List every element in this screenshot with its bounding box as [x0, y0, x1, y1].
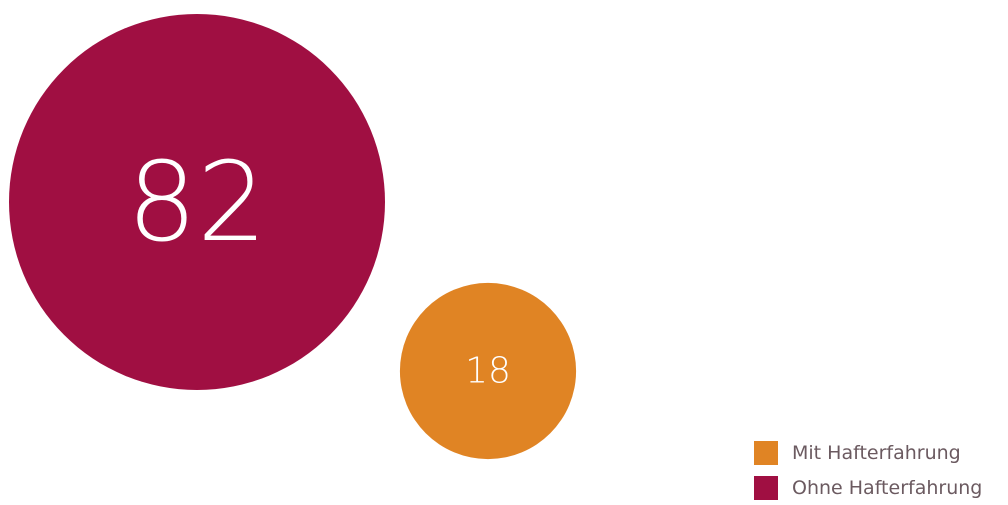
- bubble-value-label: 82: [127, 138, 267, 266]
- bubbles-group: 82 18: [9, 14, 577, 460]
- legend-item: Ohne Hafterfahrung: [754, 476, 982, 500]
- legend-item: Mit Hafterfahrung: [754, 441, 961, 465]
- legend-label: Ohne Hafterfahrung: [792, 477, 982, 499]
- bubble-82: [9, 14, 385, 390]
- legend-swatch: [754, 476, 778, 500]
- legend-label: Mit Hafterfahrung: [792, 442, 961, 464]
- legend: Mit Hafterfahrung Ohne Hafterfahrung: [754, 441, 982, 500]
- bubble-value-label: 18: [465, 351, 511, 392]
- bubble-18: [399, 282, 577, 460]
- legend-swatch: [754, 441, 778, 465]
